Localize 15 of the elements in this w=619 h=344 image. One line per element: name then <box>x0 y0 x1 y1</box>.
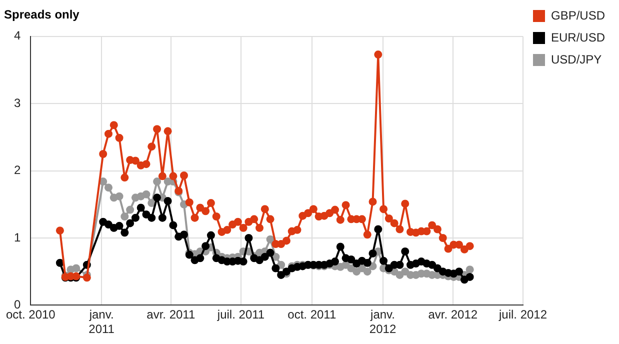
y-tick-label: 1 <box>14 230 21 244</box>
x-tick-label: juil. 2012 <box>498 308 548 322</box>
x-tick-label: avr. 2012 <box>428 308 478 322</box>
chart-title: Spreads only <box>4 8 80 22</box>
legend-label: EUR/USD <box>550 30 606 44</box>
y-tick-label: 4 <box>14 28 21 43</box>
legend-label: GBP/USD <box>550 8 606 22</box>
legend-label: USD/JPY <box>550 52 602 66</box>
x-tick-label: oct. 2011 <box>288 308 336 322</box>
x-tick-label: juil. 2011 <box>216 308 265 322</box>
x-tick-label: janv. 2011 <box>88 308 115 336</box>
y-tick-label: 2 <box>14 163 21 178</box>
x-tick-label: janv. 2012 <box>369 308 396 336</box>
y-tick-label: 3 <box>14 96 21 110</box>
x-tick-label: avr. 2011 <box>146 308 196 322</box>
